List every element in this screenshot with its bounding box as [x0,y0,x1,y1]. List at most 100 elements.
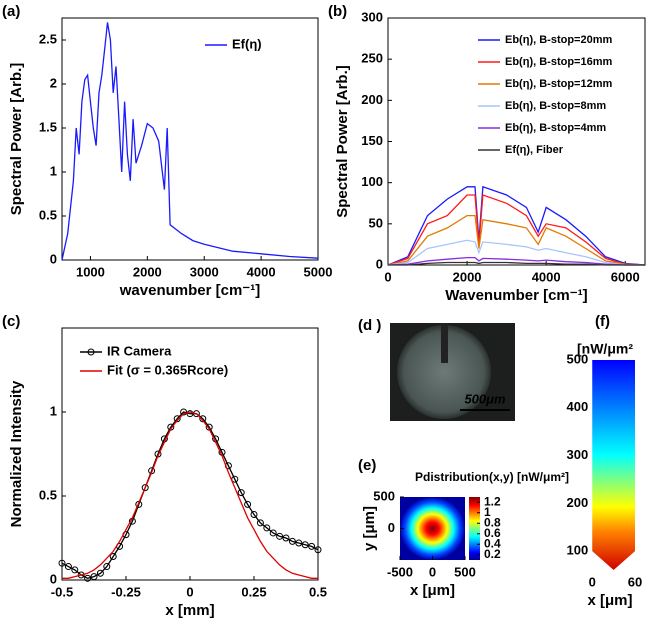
y-axis-label: Spectral Power [Arb.] [8,63,25,216]
x-tick-label: 2000 [133,264,162,279]
colorbar-tick-label: 1.2 [484,494,501,508]
colorbar-tick-label: 0.2 [484,547,501,561]
panel-label: (f) [595,313,610,330]
colorbar-tick-label: 0.8 [484,515,501,529]
y-tick-label: 2.5 [39,31,57,46]
legend-label: Eb(η), B-stop=20mm [505,34,612,46]
x-tick-label: 1000 [76,264,105,279]
series-line [387,256,645,266]
data-point [295,539,303,547]
y-tick-label: 0 [376,256,383,271]
x-tick-label: 60 [628,574,642,589]
x-tick-label: 4000 [247,264,276,279]
series-line [388,261,645,266]
y-tick-label: 0.5 [39,207,57,222]
data-point [263,524,271,532]
y-axis-label: y [μm] [361,506,378,551]
data-point [301,541,309,549]
colorbar [469,497,480,560]
x-tick-label: 3000 [190,264,219,279]
legend-label: IR Camera [107,343,172,358]
data-point [141,484,149,492]
y-tick-label: 2 [50,75,57,90]
x-axis-label: x [μm] [587,592,632,609]
series-line [62,411,318,579]
data-point [308,542,316,550]
legend-marker [87,348,95,356]
y-tick-label: 0 [50,251,57,266]
x-tick-label: 0 [589,574,596,589]
legend-label: Eb(η), B-stop=12mm [505,78,612,90]
y-tick-label: 200 [361,92,383,107]
y-tick-label: 400 [567,399,589,414]
panel-label: (e) [358,457,376,474]
series-line [387,194,646,266]
series-line [61,411,319,579]
data-point [180,408,188,416]
x-tick-label: 0.25 [241,584,266,599]
legend-label: Fit (σ = 0.365Rcore) [107,362,228,377]
data-point [282,534,290,542]
y-tick-label: 150 [361,133,383,148]
y-tick-label: 1.5 [39,119,57,134]
series-line [387,214,646,266]
data-point [173,415,181,423]
x-axis-label: Wavenumber [cm⁻¹] [445,287,587,304]
series-line [61,22,319,261]
y-tick-label: 500 [373,488,395,503]
data-point [276,532,284,540]
plot-frame [61,17,319,261]
y-tick-label: 1 [50,163,57,178]
y-tick-label: 0 [388,520,395,535]
series-line [387,185,646,266]
x-axis-label: wavenumber [cm⁻¹] [119,282,260,299]
data-point [103,563,111,571]
y-tick-label: 500 [567,351,589,366]
y-tick-label: 1 [50,403,57,418]
data-point [90,573,98,581]
data-point [237,489,245,497]
y-tick-label: 100 [361,174,383,189]
x-tick-label: 500 [454,564,476,579]
x-tick-label: 6000 [611,269,640,284]
panel-label: (c) [2,313,20,330]
y-tick-label: 300 [361,9,383,24]
y-tick-label: 250 [361,51,383,66]
x-tick-label: 5000 [304,264,333,279]
scale-label: 500μm [464,391,506,406]
microscope-image [390,323,515,421]
data-point [71,566,79,574]
colorbar-tick-label: 1 [484,505,491,519]
probe [441,323,448,363]
data-point [288,537,296,545]
y-tick-label: 200 [567,495,589,510]
heatmap-spot [400,497,465,560]
x-axis-label: x [mm] [165,602,214,619]
legend-label: Ef(η) [232,36,262,51]
chart-title: Pdistribution(x,y) [nW/μm²] [415,470,569,484]
chart-title: [nW/μm² [577,341,633,357]
panel-label: (d ) [358,317,381,334]
x-tick-label: 0 [384,269,391,284]
panel-label: (a) [2,3,20,20]
x-tick-label: 0.5 [309,584,327,599]
legend-label: Eb(η), B-stop=16mm [505,56,612,68]
data-point [77,571,85,579]
data-point [109,552,117,560]
data-point [58,559,66,567]
data-point [64,563,72,571]
x-tick-label: -0.5 [51,584,73,599]
data-point [192,410,200,418]
data-point [256,519,264,527]
legend-label: Ef(η), Fiber [505,144,564,156]
data-point [269,529,277,537]
data-point [244,500,252,508]
x-tick-label: 4000 [532,269,561,284]
data-point [96,569,104,577]
data-point [314,546,322,554]
colorbar-tick-label: 0.4 [484,536,501,550]
data-point [250,510,258,518]
y-tick-label: 0 [50,571,57,586]
legend-label: Eb(η), B-stop=8mm [505,100,606,112]
